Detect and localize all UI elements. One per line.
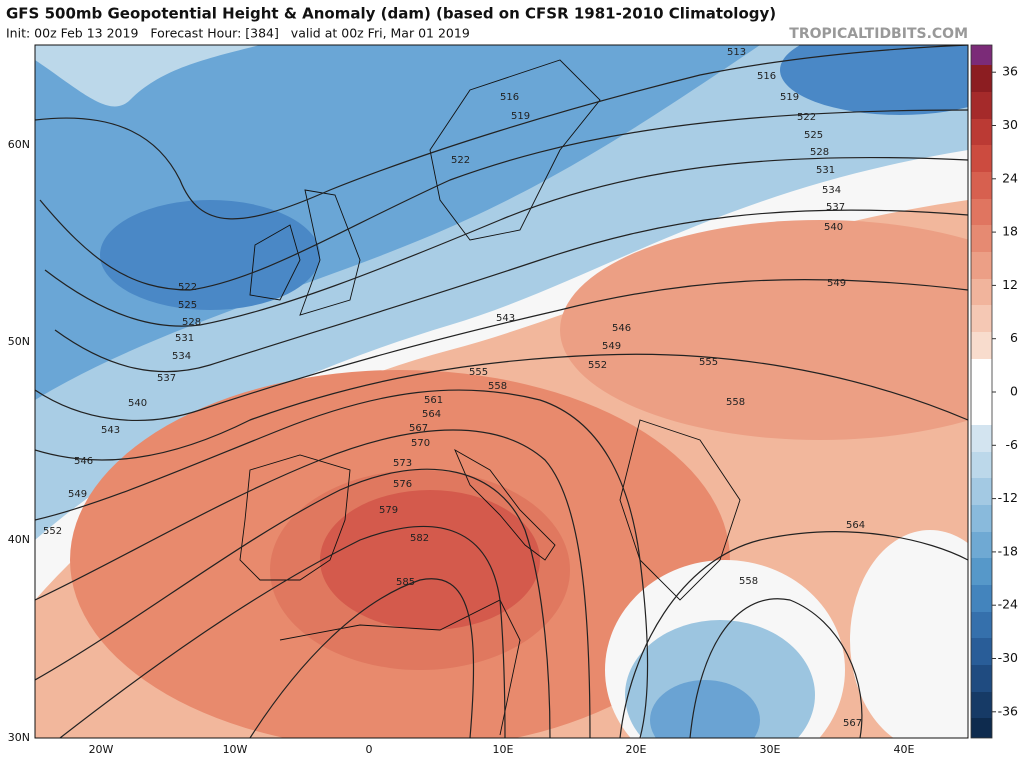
contour-label: 534: [822, 185, 841, 196]
lat-label: 30N: [8, 731, 30, 744]
colorbar-label: 18: [1002, 224, 1018, 239]
contour-label: 516: [500, 92, 519, 103]
subtitle: Init: 00z Feb 13 2019 Forecast Hour: [38…: [6, 26, 470, 41]
lon-label: 20W: [89, 743, 114, 756]
contour-label: 534: [172, 351, 191, 362]
colorbar-label: 24: [1002, 170, 1018, 185]
contour-label: 558: [726, 397, 745, 408]
contour-label: 582: [410, 533, 429, 544]
contour-label: 537: [157, 373, 176, 384]
contour-label: 561: [424, 395, 443, 406]
contour-label: 546: [612, 323, 631, 334]
contour-label: 576: [393, 479, 412, 490]
site-name: TROPICALTIDBITS.COM: [789, 26, 968, 42]
contour-label: 528: [182, 317, 201, 328]
lat-label: 40N: [8, 533, 30, 546]
contour-label: 585: [396, 577, 415, 588]
contour-label: 537: [826, 202, 845, 213]
colorbar-label: 30: [1002, 117, 1018, 132]
lon-label: 20E: [626, 743, 647, 756]
title: GFS 500mb Geopotential Height & Anomaly …: [6, 5, 776, 23]
contour-label: 555: [469, 367, 488, 378]
lon-label: 10E: [493, 743, 514, 756]
contour-label: 549: [602, 341, 621, 352]
contour-labels: 513 516 519 522 525 528 531 534 537 540 …: [43, 47, 865, 729]
contour-label: 531: [816, 165, 835, 176]
colorbar-label: -12: [998, 490, 1018, 505]
contour-label: 543: [101, 425, 120, 436]
lat-labels: 60N 50N 40N 30N: [8, 138, 30, 744]
contour-label: 528: [810, 147, 829, 158]
contour-label: 564: [846, 520, 865, 531]
lat-label: 50N: [8, 335, 30, 348]
contour-label: 558: [488, 381, 507, 392]
colorbar-label: -6: [1006, 437, 1019, 452]
contour-label: 567: [843, 718, 862, 729]
contour-label: 555: [699, 357, 718, 368]
lon-label: 0: [366, 743, 373, 756]
map-area: [35, 45, 968, 738]
colorbar-label: -24: [998, 597, 1018, 612]
colorbar: 36 30 24 18 12 6 0 -6 -12 -18 -24 -30 -36: [970, 44, 1019, 739]
contour-label: 564: [422, 409, 441, 420]
colorbar-label: -36: [998, 703, 1018, 718]
contour-label: 519: [780, 92, 799, 103]
contour-label: 522: [797, 112, 816, 123]
contour-label: 570: [411, 438, 430, 449]
contour-label: 540: [824, 222, 843, 233]
contour-label: 552: [43, 526, 62, 537]
contour-label: 519: [511, 111, 530, 122]
lat-label: 60N: [8, 138, 30, 151]
contour-label: 516: [757, 71, 776, 82]
contour-label: 543: [496, 313, 515, 324]
contour-label: 552: [588, 360, 607, 371]
contour-label: 567: [409, 423, 428, 434]
contour-label: 579: [379, 505, 398, 516]
colorbar-label: 36: [1002, 64, 1018, 79]
colorbar-label: 0: [1010, 384, 1018, 399]
contour-label: 549: [68, 489, 87, 500]
contour-label: 549: [827, 278, 846, 289]
lon-label: 40E: [894, 743, 915, 756]
map-frame: [34, 44, 969, 739]
contour-label: 525: [178, 300, 197, 311]
lon-label: 30E: [760, 743, 781, 756]
contour-label: 531: [175, 333, 194, 344]
colorbar-label: 6: [1010, 330, 1018, 345]
contour-label: 522: [178, 282, 197, 293]
contour-label: 513: [727, 47, 746, 58]
contour-label: 522: [451, 155, 470, 166]
contour-label: 573: [393, 458, 412, 469]
colorbar-label: -30: [998, 650, 1018, 665]
contour-label: 558: [739, 576, 758, 587]
contour-label: 540: [128, 398, 147, 409]
colorbar-label: -18: [998, 543, 1018, 558]
contour-label: 525: [804, 130, 823, 141]
contour-label: 546: [74, 456, 93, 467]
lon-labels: 20W 10W 0 10E 20E 30E 40E: [89, 743, 915, 756]
colorbar-label: 12: [1002, 277, 1018, 292]
lon-label: 10W: [223, 743, 248, 756]
